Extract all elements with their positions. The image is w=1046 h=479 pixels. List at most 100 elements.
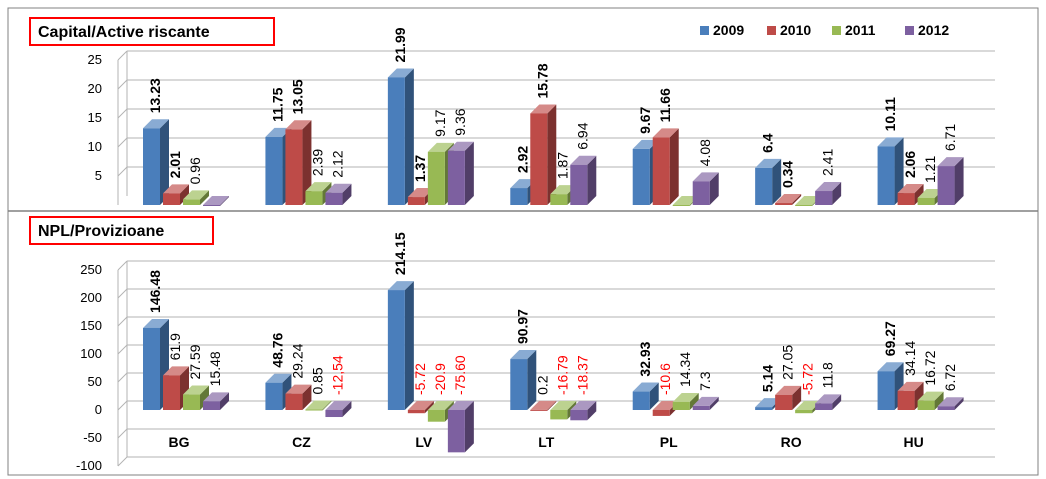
gridline-perspective [117,288,128,299]
y-tick-label: 15 [88,110,102,125]
data-label: 27.05 [779,345,795,380]
data-label: -5.72 [412,363,428,395]
bar-2010-PL [652,128,679,205]
chart-frame [7,7,1039,476]
y-tick-label: 5 [95,168,102,183]
bar-2012-CZ [325,401,352,418]
data-label: 0.34 [779,161,795,188]
bar-2010-CZ [285,120,312,205]
bar-2012-BG [203,196,229,206]
data-label: 61.9 [167,333,183,360]
y-tick-label: 50 [88,374,102,389]
x-tick-label: LV [415,434,433,450]
bar-2012-RO [815,182,842,205]
y-tick-label: 0 [95,402,102,417]
data-label: 69.27 [882,321,898,356]
bar-2010-BG [163,184,189,205]
legend-label: 2009 [713,22,744,38]
gridline-perspective [117,79,128,90]
bar-2012-LV [447,401,474,453]
data-label: 2.01 [167,151,183,178]
data-label: 6.4 [759,133,775,153]
data-label: 9.67 [637,106,653,133]
bar-2012-PL [692,172,719,205]
data-label: 11.66 [657,88,673,122]
data-label: -12,54 [330,355,346,395]
data-label: 0.96 [187,157,203,184]
bar-2012-RO [815,394,842,410]
bar-2010-RO [775,385,802,410]
data-label: -75.60 [452,355,468,395]
bar-2012-PL [692,396,719,410]
data-label: 9.17 [432,109,448,136]
data-label: 21.99 [392,27,408,62]
data-label: 0.85 [310,367,326,394]
data-label: 2.39 [310,149,326,176]
bar-2010-LT [530,400,557,411]
bar-2009-PL [632,382,659,410]
data-label: 15.48 [207,351,223,386]
y-tick-label: 250 [80,262,102,277]
data-label: 146.48 [147,270,163,313]
bar-2011-BG [183,385,209,410]
bar-2009-RO [755,158,782,205]
legend-label: 2010 [780,22,811,38]
bar-2012-HU [937,157,964,205]
gridline-perspective [117,400,128,411]
bar-2012-HU [937,397,964,410]
bar-2012-LT [570,401,597,421]
bar-2011-PL [672,392,699,410]
data-label: 2.92 [514,146,530,173]
data-label: 90.97 [514,309,530,344]
legend-label: 2012 [918,22,949,38]
bar-2009-LV [387,68,414,205]
x-tick-label: LT [538,434,555,450]
legend-swatch [905,26,914,35]
data-label: 9.36 [452,108,468,135]
x-tick-label: PL [660,434,678,450]
bar-2010-HU [897,381,924,410]
bar-2012-LT [570,155,597,205]
data-label: 27.59 [187,344,203,379]
data-label: 29.24 [290,343,306,378]
data-label: -20.9 [432,363,448,395]
data-label: 1.37 [412,155,428,182]
data-label: 6.71 [942,124,958,151]
y-tick-label: -100 [76,458,102,473]
data-label: 11.75 [270,87,286,121]
data-label: 2.06 [902,151,918,178]
bar-2011-HU [917,391,944,410]
data-label: 0.2 [534,375,550,395]
data-label: 15.78 [534,63,550,98]
y-tick-label: -50 [83,430,102,445]
bar-2010-LV [407,401,434,414]
x-tick-label: HU [903,434,923,450]
data-label: 2.41 [819,149,835,176]
x-tick-label: BG [169,434,190,450]
data-label: 1.87 [554,152,570,179]
data-label: 4.08 [697,139,713,166]
gridline-perspective [117,50,128,61]
data-label: 16.72 [922,350,938,385]
bar-2011-CZ [305,400,332,411]
y-tick-label: 150 [80,318,102,333]
legend-swatch [832,26,841,35]
bar-2009-LV [387,281,414,410]
data-label: 1.21 [922,156,938,183]
x-tick-label: CZ [292,434,311,450]
bar-2010-CZ [285,384,312,410]
data-label: 10.11 [882,97,898,131]
data-label: 13.05 [290,79,306,114]
gridline-perspective [117,166,128,177]
bar-2010-RO [775,194,802,205]
data-label: -16.79 [554,355,570,395]
chart-title: Capital/Active riscante [38,24,210,41]
data-label: 14.34 [677,352,693,387]
bar-2010-LT [530,104,557,205]
data-label: 11.8 [819,362,835,388]
x-tick-label: RO [781,434,802,450]
gridline-perspective [117,316,128,327]
bar-2009-HU [877,137,904,205]
data-label: 34.14 [902,341,918,376]
